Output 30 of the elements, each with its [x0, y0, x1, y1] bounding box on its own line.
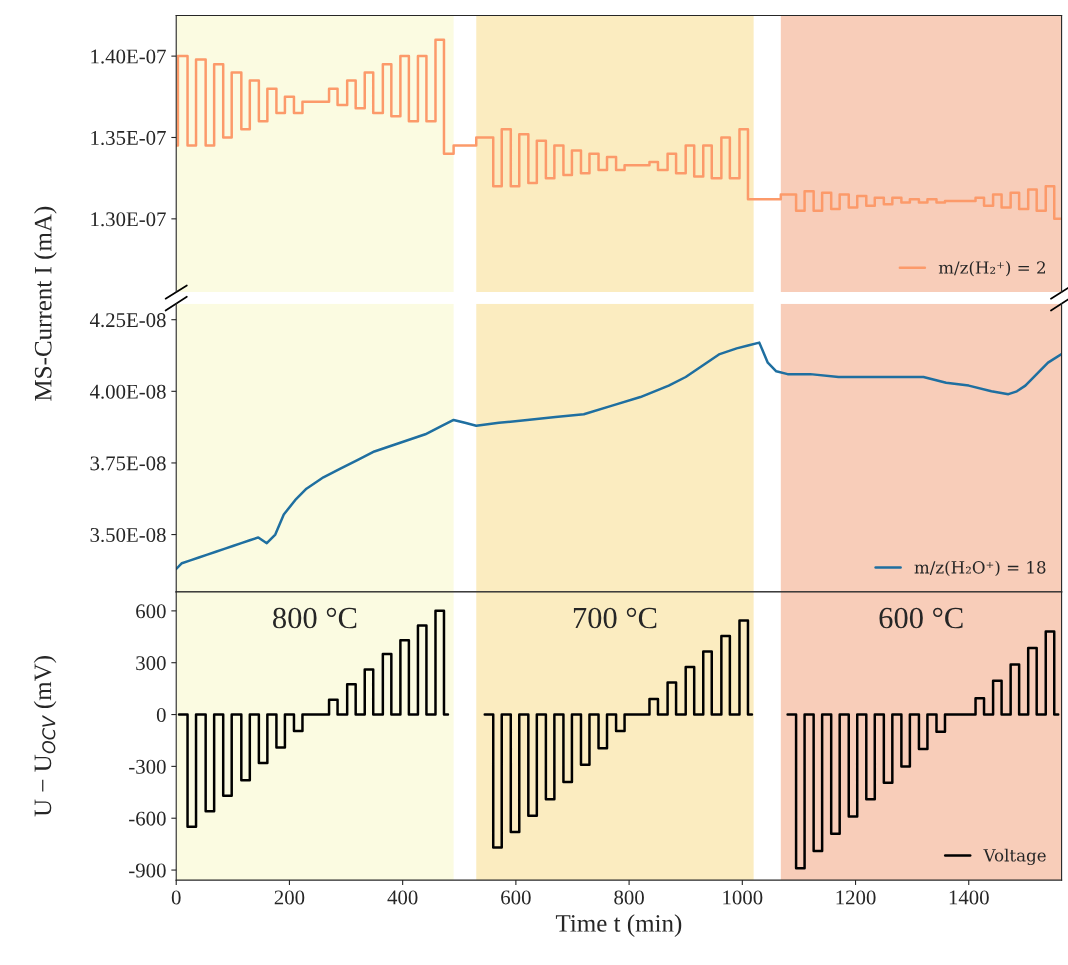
x-tick-label: 800 — [614, 890, 644, 905]
y-tick-label: 3.50E-08 — [90, 527, 166, 543]
x-axis-title: Time t (min) — [555, 914, 682, 937]
band-label: 800 °C — [273, 607, 357, 629]
x-tick-label: 1000 — [723, 890, 763, 905]
y-tick-label: 300 — [136, 656, 166, 671]
x-tick-label: 400 — [387, 890, 418, 905]
band-label: 600 °C — [879, 607, 963, 629]
y-tick-label: -600 — [129, 811, 166, 826]
y-tick-label: 3.75E-08 — [90, 456, 166, 471]
x-tick-label: 1400 — [949, 890, 989, 905]
y-tick-label: 600 — [136, 604, 166, 619]
x-tick-label: 1200 — [836, 890, 876, 905]
legend-label: m/z(H₂O⁺) = 18 — [914, 560, 1046, 576]
y-tick-label: 1.35E-07 — [91, 130, 166, 146]
band-label: 700 °C — [573, 607, 657, 629]
y-tick-label: 4.25E-08 — [89, 313, 166, 328]
y-tick-label: 1.40E-07 — [91, 49, 166, 64]
y-axis-title: MS-Current I (mA) — [34, 206, 57, 401]
x-tick-label: 200 — [274, 890, 305, 905]
x-tick-label: 0 — [171, 890, 181, 905]
x-tick-label: 600 — [501, 890, 531, 905]
y-tick-label: 0 — [156, 707, 166, 722]
y-axis-title: U − U$_{OCV}$ (mV) — [33, 656, 57, 817]
y-tick-label: 4.00E-08 — [89, 384, 166, 399]
y-tick-label: 1.30E-07 — [91, 212, 166, 227]
y-tick-label: -300 — [129, 759, 166, 774]
legend-label: Voltage — [983, 848, 1046, 866]
legend-label: m/z(H₂⁺) = 2 — [938, 260, 1045, 277]
y-tick-label: -900 — [129, 863, 166, 878]
